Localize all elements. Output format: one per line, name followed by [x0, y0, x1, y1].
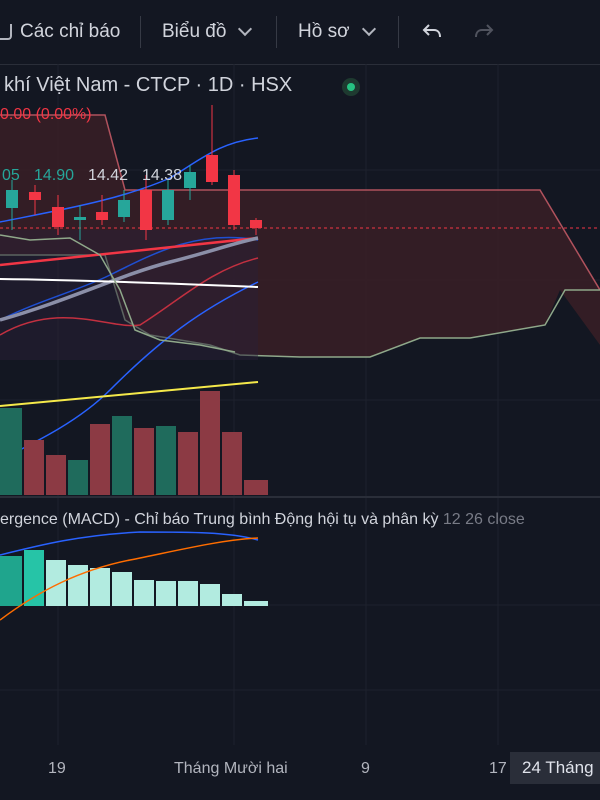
- green-lagging-line: [0, 234, 236, 353]
- candle: [52, 195, 64, 235]
- indicators-button[interactable]: Các chỉ báo: [0, 18, 120, 46]
- cloud-span-a: [0, 114, 600, 291]
- undo-icon: [422, 24, 441, 38]
- candle: [6, 180, 18, 230]
- top-toolbar: Các chỉ báo Biểu đồ Hồ sơ: [0, 0, 600, 65]
- profile-label: Hồ sơ: [298, 21, 350, 42]
- candle: [250, 218, 262, 235]
- red-ma-line-2: [0, 257, 259, 336]
- chart-canvas[interactable]: [0, 64, 600, 800]
- macd-line: [0, 531, 259, 556]
- candle: [184, 165, 196, 200]
- market-status-indicator: [342, 78, 360, 96]
- ohlc-value: 14.90: [34, 167, 75, 184]
- undo-button[interactable]: [420, 18, 444, 46]
- chevron-down-icon: [238, 21, 253, 37]
- signal-line: [0, 537, 259, 621]
- symbol-title: khí Việt Nam - CTCP · 1D · HSX: [4, 74, 293, 96]
- ohlc-value: 14.42: [88, 167, 129, 184]
- red-ma-line: [0, 236, 259, 267]
- candle: [118, 190, 130, 222]
- candle: [74, 205, 86, 240]
- toolbar-divider: [398, 16, 399, 48]
- volume-bars: [0, 391, 268, 495]
- ohlc-value: 05: [2, 167, 20, 184]
- indicators-label: Các chỉ báo: [20, 21, 121, 42]
- candles: [6, 105, 262, 240]
- upper-band-line: [0, 137, 259, 223]
- redo-icon: [475, 24, 494, 38]
- time-axis-label: 17: [489, 760, 507, 777]
- indicators-icon: [0, 24, 12, 40]
- toolbar-divider: [276, 16, 277, 48]
- price-change: 0.00 (0.00%): [0, 106, 92, 123]
- chart-type-button[interactable]: Biểu đồ: [162, 18, 253, 46]
- redo-button[interactable]: [472, 18, 496, 46]
- candle: [96, 195, 108, 225]
- macd-histogram: [0, 550, 268, 606]
- crosshair-date-label: 24 Tháng: [510, 752, 600, 784]
- gray-ma-line: [0, 236, 259, 322]
- macd-params: 12 26 close: [442, 511, 525, 528]
- time-axis-label: 9: [361, 760, 370, 777]
- lower-band-2: [0, 281, 259, 461]
- macd-title: ergence (MACD) - Chỉ báo Trung bình Động…: [0, 511, 439, 528]
- chart-type-label: Biểu đồ: [162, 21, 227, 42]
- candle: [206, 105, 218, 185]
- chevron-down-icon: [361, 21, 376, 37]
- toolbar-divider: [140, 16, 141, 48]
- lower-band-line: [0, 236, 259, 321]
- candle: [162, 180, 174, 225]
- yellow-ma-line: [0, 381, 259, 407]
- time-axis-label: Tháng Mười hai: [174, 760, 288, 777]
- profile-button[interactable]: Hồ sơ: [298, 18, 376, 46]
- ohlc-value: 14.38: [142, 167, 183, 184]
- candle: [140, 175, 152, 240]
- white-ma-line: [0, 278, 259, 288]
- candle: [29, 185, 41, 215]
- macd-legend[interactable]: ergence (MACD) - Chỉ báo Trung bình Động…: [0, 511, 525, 529]
- time-axis-label: 19: [48, 760, 66, 777]
- candle: [228, 170, 240, 230]
